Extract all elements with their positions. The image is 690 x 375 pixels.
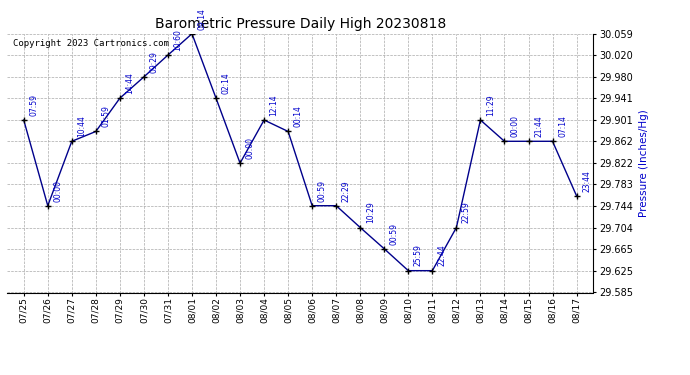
Text: 00:59: 00:59 [317, 180, 327, 201]
Title: Barometric Pressure Daily High 20230818: Barometric Pressure Daily High 20230818 [155, 17, 446, 31]
Text: 00:59: 00:59 [390, 223, 399, 245]
Y-axis label: Pressure (Inches/Hg): Pressure (Inches/Hg) [638, 109, 649, 217]
Text: 07:14: 07:14 [558, 115, 567, 137]
Text: 22:29: 22:29 [342, 180, 351, 201]
Text: 11:29: 11:29 [486, 94, 495, 116]
Text: 00:00: 00:00 [510, 115, 519, 137]
Text: 00:00: 00:00 [246, 137, 255, 159]
Text: 07:59: 07:59 [29, 94, 38, 116]
Text: 09:29: 09:29 [150, 51, 159, 73]
Text: 09:14: 09:14 [197, 8, 206, 30]
Text: 01:59: 01:59 [101, 105, 110, 127]
Text: Copyright 2023 Cartronics.com: Copyright 2023 Cartronics.com [13, 39, 168, 48]
Text: 10:44: 10:44 [77, 115, 86, 137]
Text: 00:14: 00:14 [294, 105, 303, 127]
Text: 21:44: 21:44 [534, 116, 543, 137]
Text: 12:14: 12:14 [270, 94, 279, 116]
Text: 22:44: 22:44 [438, 245, 447, 267]
Text: 00:00: 00:00 [53, 180, 62, 201]
Text: 23:44: 23:44 [582, 170, 591, 192]
Text: 02:14: 02:14 [221, 72, 230, 94]
Text: 14:44: 14:44 [126, 72, 135, 94]
Text: 10:29: 10:29 [366, 202, 375, 223]
Text: 22:59: 22:59 [462, 202, 471, 223]
Text: 10:60: 10:60 [173, 29, 182, 51]
Text: 25:59: 25:59 [414, 244, 423, 267]
